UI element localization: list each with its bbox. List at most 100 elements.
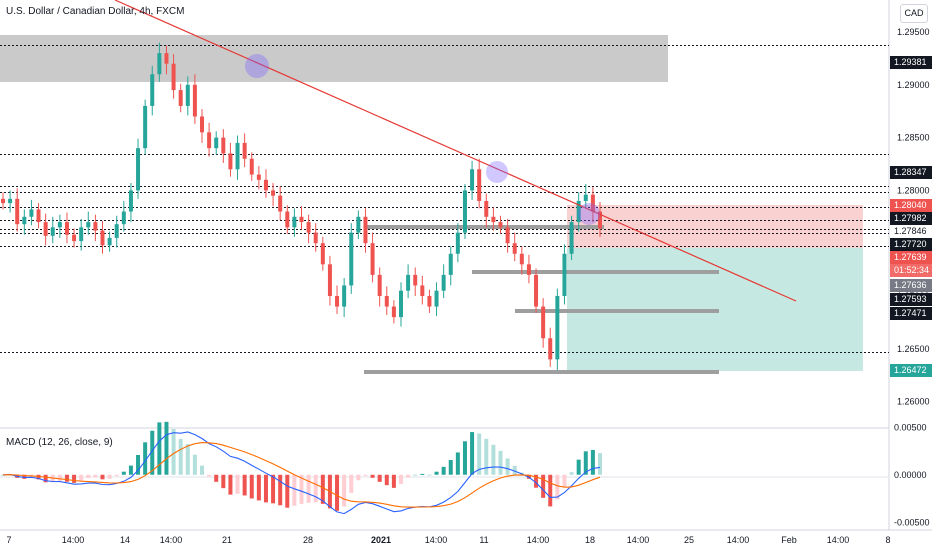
macd-line[interactable] <box>2 431 601 515</box>
macd-histogram-bar[interactable] <box>320 474 325 504</box>
macd-histogram-bar[interactable] <box>470 432 475 475</box>
candle-body[interactable] <box>15 198 20 225</box>
dotted-levels[interactable] <box>0 44 889 354</box>
macd-indicator-title[interactable]: MACD (12, 26, close, 9) <box>6 437 113 448</box>
candle-body[interactable] <box>512 243 517 254</box>
candle-body[interactable] <box>29 209 34 217</box>
macd-histogram-bar[interactable] <box>114 474 119 476</box>
candle-body[interactable] <box>121 211 126 225</box>
macd-histogram-bar[interactable] <box>576 459 581 475</box>
candle-body[interactable] <box>384 296 389 307</box>
macd-histogram-bar[interactable] <box>370 474 375 478</box>
support-ray-1[interactable] <box>515 309 719 313</box>
candle-body[interactable] <box>598 211 602 229</box>
candle-body[interactable] <box>320 243 325 265</box>
macd-histogram-bar[interactable] <box>399 474 403 484</box>
candlestick-series[interactable] <box>1 42 602 370</box>
candle-body[interactable] <box>569 222 574 254</box>
macd-histogram-bar[interactable] <box>583 451 588 475</box>
resistance-ray-1[interactable] <box>364 225 604 229</box>
candle-body[interactable] <box>349 232 354 286</box>
candle-body[interactable] <box>491 216 496 223</box>
candle-body[interactable] <box>420 285 425 297</box>
macd-histogram-bar[interactable] <box>128 465 133 475</box>
macd-histogram-bar[interactable] <box>413 474 418 476</box>
candle-body[interactable] <box>93 222 98 231</box>
candle-body[interactable] <box>57 222 62 228</box>
candle-body[interactable] <box>377 274 382 297</box>
candle-body[interactable] <box>391 306 396 318</box>
macd-histogram-bar[interactable] <box>562 474 567 487</box>
candle-body[interactable] <box>36 209 41 223</box>
macd-histogram-bar[interactable] <box>335 474 340 511</box>
macd-histogram-bar[interactable] <box>228 474 233 495</box>
macd-histogram-bar[interactable] <box>569 472 574 475</box>
candle-body[interactable] <box>313 232 318 244</box>
macd-histogram-bar[interactable] <box>242 474 247 496</box>
highlight-circle-top[interactable] <box>245 54 269 78</box>
macd-histogram-bar[interactable] <box>455 452 460 475</box>
macd-histogram-bar[interactable] <box>192 454 197 475</box>
candle-body[interactable] <box>534 274 539 307</box>
macd-histogram-bar[interactable] <box>79 474 84 481</box>
candle-body[interactable] <box>434 290 439 307</box>
macd-histogram-bar[interactable] <box>121 471 126 475</box>
macd-histogram-bar[interactable] <box>441 466 446 475</box>
candle-body[interactable] <box>136 148 141 191</box>
macd-histogram-bar[interactable] <box>555 474 560 500</box>
macd-histogram-bar[interactable] <box>541 474 546 498</box>
candle-body[interactable] <box>292 216 297 228</box>
position-stop-zone[interactable] <box>567 205 863 248</box>
candle-body[interactable] <box>164 53 169 64</box>
macd-histogram-bar[interactable] <box>313 474 318 503</box>
macd-histogram-bar[interactable] <box>484 438 489 475</box>
candle-body[interactable] <box>185 84 190 106</box>
macd-histogram-bar[interactable] <box>263 474 268 503</box>
macd-histogram-bar[interactable] <box>57 474 62 481</box>
candle-body[interactable] <box>64 222 69 235</box>
candle-body[interactable] <box>399 290 403 318</box>
macd-histogram-bar[interactable] <box>136 455 141 475</box>
candle-body[interactable] <box>363 216 368 244</box>
candle-body[interactable] <box>370 243 375 275</box>
candle-body[interactable] <box>327 264 332 297</box>
candle-body[interactable] <box>455 232 460 254</box>
candle-body[interactable] <box>505 227 510 244</box>
candle-body[interactable] <box>306 222 311 233</box>
macd-histogram-bar[interactable] <box>185 444 190 475</box>
candle-body[interactable] <box>192 84 197 117</box>
supply-zone-rectangle[interactable] <box>0 35 668 82</box>
candle-body[interactable] <box>413 274 418 286</box>
macd-histogram-bar[interactable] <box>420 473 425 475</box>
candle-body[interactable] <box>22 216 27 225</box>
candle-body[interactable] <box>406 274 411 291</box>
macd-histogram-bar[interactable] <box>207 474 212 477</box>
macd-histogram-bar[interactable] <box>356 474 361 481</box>
candle-body[interactable] <box>526 264 531 275</box>
candle-body[interactable] <box>470 169 475 191</box>
candle-body[interactable] <box>86 222 91 228</box>
candle-body[interactable] <box>462 190 467 233</box>
candle-body[interactable] <box>242 142 247 159</box>
macd-histogram-bar[interactable] <box>306 474 311 503</box>
candle-body[interactable] <box>214 137 219 149</box>
macd-histogram-bar[interactable] <box>36 474 41 480</box>
candle-body[interactable] <box>100 230 105 246</box>
macd-histogram-bar[interactable] <box>505 458 510 475</box>
macd-histogram-bar[interactable] <box>235 474 240 494</box>
candle-body[interactable] <box>441 274 446 291</box>
currency-button[interactable]: CAD <box>900 4 928 23</box>
macd-histogram-bar[interactable] <box>534 474 539 488</box>
candle-body[interactable] <box>342 285 347 307</box>
macd-histogram-bar[interactable] <box>292 474 297 506</box>
descending-trendline[interactable] <box>114 0 797 302</box>
candle-body[interactable] <box>157 53 162 75</box>
macd-histogram-bar[interactable] <box>384 474 389 486</box>
macd-histogram[interactable] <box>1 421 602 511</box>
macd-histogram-bar[interactable] <box>221 474 226 489</box>
macd-histogram-bar[interactable] <box>164 421 169 475</box>
macd-axis[interactable]: 0.00500 0.00000 -0.00500 <box>894 422 930 527</box>
candle-body[interactable] <box>50 227 55 236</box>
macd-histogram-bar[interactable] <box>178 438 183 475</box>
support-ray-2[interactable] <box>364 370 719 374</box>
